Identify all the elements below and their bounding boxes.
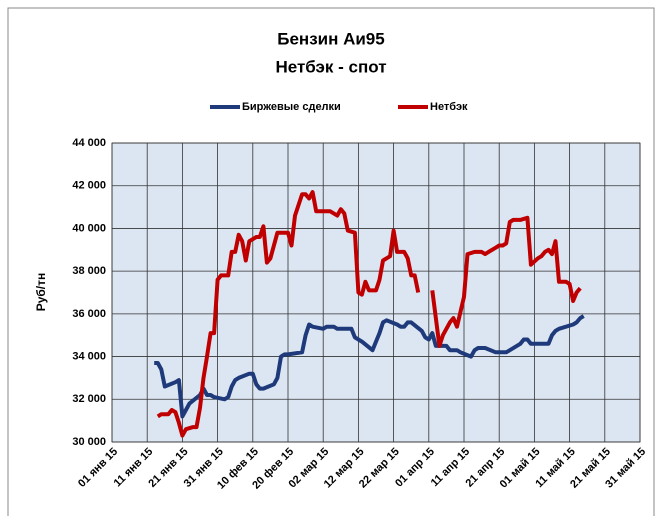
chart-subtitle: Нетбэк - спот bbox=[275, 57, 386, 76]
y-tick-label: 40 000 bbox=[72, 222, 106, 234]
y-tick-label: 42 000 bbox=[72, 180, 106, 192]
y-tick-label: 32 000 bbox=[72, 393, 106, 405]
chart-title: Бензин Аи95 bbox=[277, 29, 384, 48]
plot-area bbox=[112, 143, 640, 442]
y-tick-label: 36 000 bbox=[72, 308, 106, 320]
series-line bbox=[154, 314, 585, 419]
legend-label: Нетбэк bbox=[430, 101, 468, 113]
y-tick-label: 44 000 bbox=[72, 137, 106, 149]
legend-label: Биржевые сделки bbox=[242, 101, 341, 113]
y-tick-label: 34 000 bbox=[72, 350, 106, 362]
plot-border bbox=[111, 142, 641, 443]
y-tick-label: 30 000 bbox=[72, 436, 106, 448]
series-line bbox=[156, 190, 582, 438]
y-axis-label: Руб/тн bbox=[34, 273, 48, 312]
y-tick-label: 38 000 bbox=[72, 265, 106, 277]
